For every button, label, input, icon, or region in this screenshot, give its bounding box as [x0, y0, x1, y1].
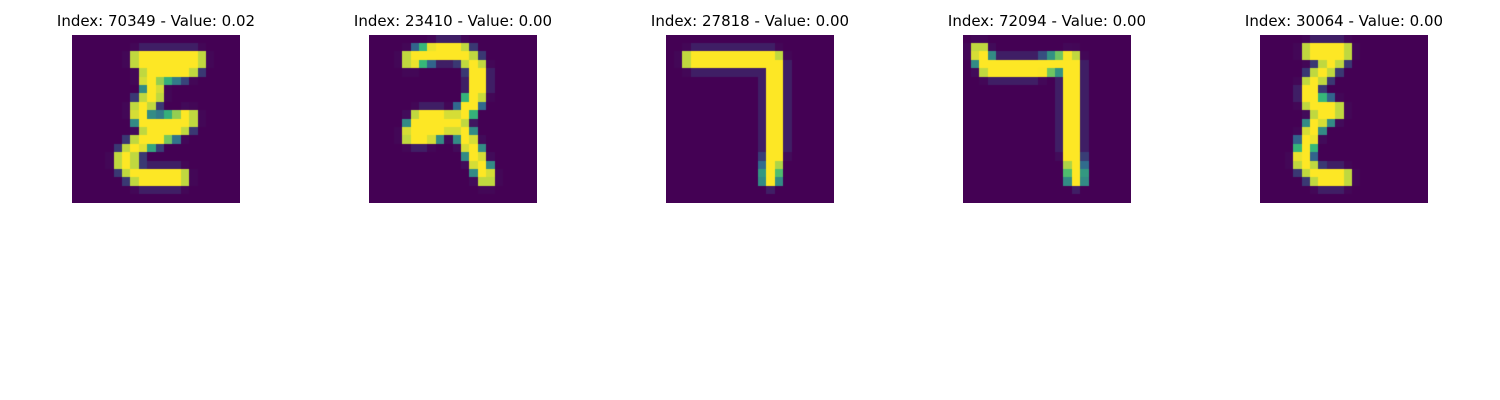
digit-image	[963, 35, 1131, 203]
image-panel-4: Index: 72094 - Value: 0.00	[917, 0, 1177, 210]
digit-image	[72, 35, 240, 203]
digit-image	[666, 35, 834, 203]
digit-image	[1260, 35, 1428, 203]
panel-title: Index: 30064 - Value: 0.00	[1244, 12, 1444, 30]
panel-title: Index: 70349 - Value: 0.02	[56, 12, 256, 30]
image-panel-1: Index: 70349 - Value: 0.02	[26, 0, 286, 210]
image-panel-3: Index: 27818 - Value: 0.00	[620, 0, 880, 210]
panel-title: Index: 27818 - Value: 0.00	[650, 12, 850, 30]
panel-title: Index: 23410 - Value: 0.00	[353, 12, 553, 30]
image-panel-2: Index: 23410 - Value: 0.00	[323, 0, 583, 210]
image-panel-5: Index: 30064 - Value: 0.00	[1214, 0, 1474, 210]
panel-title: Index: 72094 - Value: 0.00	[947, 12, 1147, 30]
digit-image	[369, 35, 537, 203]
